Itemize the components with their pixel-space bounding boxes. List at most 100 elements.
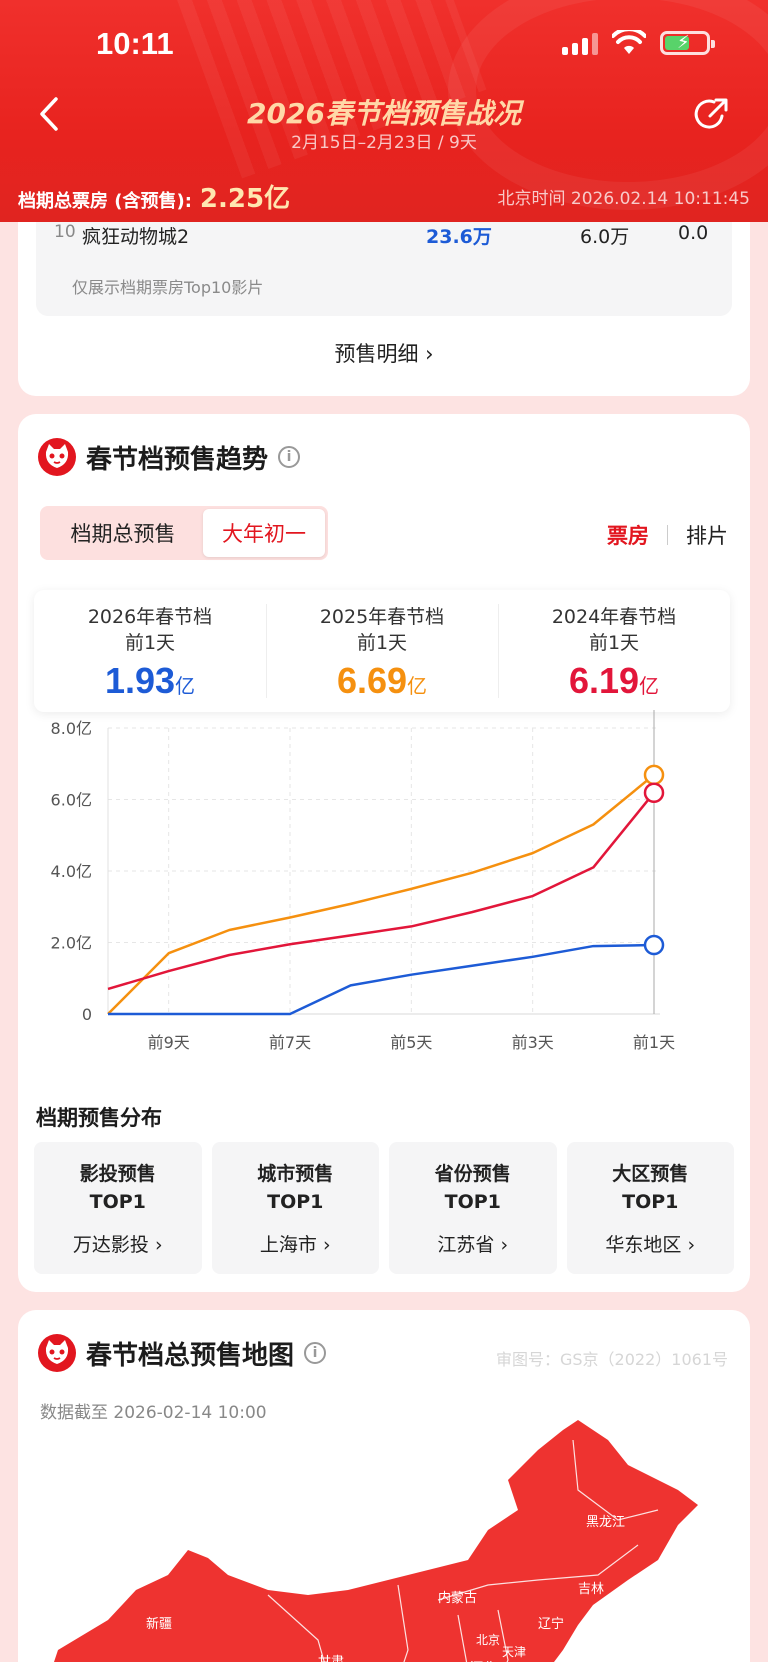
series-line-1 bbox=[107, 791, 655, 991]
map-region-fill bbox=[54, 1420, 698, 1662]
distribution-item-value: 江苏省 › bbox=[437, 1234, 509, 1256]
map-card: 春节档总预售地图 i 审图号：GS京（2022）1061号 数据截至 2026-… bbox=[18, 1310, 750, 1662]
page-subtitle: 2月15日–2月23日 / 9天 bbox=[291, 133, 477, 153]
trend-header: 春节档预售趋势 i bbox=[38, 438, 301, 476]
metric-schedule[interactable]: 排片 bbox=[686, 524, 728, 548]
comparison-number: 6.69 bbox=[336, 660, 408, 701]
series-point-2 bbox=[643, 934, 665, 956]
y-tick-label: 6.0亿 bbox=[51, 791, 92, 810]
comparison-unit: 亿 bbox=[175, 676, 196, 698]
totals-bar: 档期总票房 (含预售): 2.25亿 北京时间 2026.02.14 10:11… bbox=[0, 170, 768, 222]
distribution-item-title: 省份预售 bbox=[434, 1163, 511, 1185]
distribution-item-value: 万达影投 › bbox=[72, 1234, 163, 1256]
shows-value: 6.0万 bbox=[580, 226, 630, 248]
ratio-value: 0.0 bbox=[678, 222, 709, 244]
trend-card: 春节档预售趋势 i 档期总预售 大年初一 票房 排片 2026年春节档 前1天 … bbox=[18, 414, 750, 1292]
back-arrow-icon[interactable] bbox=[36, 96, 64, 132]
tab-new-year-day[interactable]: 大年初一 bbox=[203, 509, 325, 557]
movie-name: 疯狂动物城2 bbox=[82, 226, 190, 248]
distribution-item-city[interactable]: 城市预售 TOP1 上海市 › bbox=[211, 1142, 379, 1274]
map-header: 春节档总预售地图 i bbox=[38, 1334, 327, 1372]
map-label: 天津 bbox=[502, 1645, 526, 1659]
comparison-number: 1.93 bbox=[104, 660, 176, 701]
comparison-label: 2025年春节档 bbox=[319, 606, 445, 628]
map-approval-number: 审图号：GS京（2022）1061号 bbox=[496, 1350, 728, 1369]
total-value: 2.25亿 bbox=[199, 183, 291, 214]
comparison-unit: 亿 bbox=[639, 676, 660, 698]
distribution-item-value: 华东地区 › bbox=[605, 1234, 696, 1256]
map-label: 北京 bbox=[476, 1633, 500, 1647]
distribution-item-sub: TOP1 bbox=[622, 1191, 679, 1213]
map-label: 甘肃 bbox=[318, 1655, 344, 1662]
ranking-note: 仅展示档期票房Top10影片 bbox=[72, 278, 264, 297]
comparison-sub: 前1天 bbox=[124, 632, 176, 654]
distribution-item-sub: TOP1 bbox=[89, 1191, 146, 1213]
status-icons: ⚡ bbox=[562, 30, 715, 56]
x-tick-label: 前1天 bbox=[633, 1033, 675, 1050]
app-header: 10:11 ⚡ 2026春节档预售战况 2月15日–2月23日 / 9天 档期总… bbox=[0, 0, 768, 222]
segment-control: 档期总预售 大年初一 bbox=[40, 506, 328, 560]
distribution-item-value: 上海市 › bbox=[259, 1234, 331, 1256]
map-borders bbox=[267, 1439, 659, 1662]
info-icon[interactable]: i bbox=[278, 446, 301, 468]
total-label: 档期总票房 (含预售): bbox=[18, 190, 192, 212]
y-tick-label: 0 bbox=[82, 1005, 92, 1024]
comparison-2026: 2026年春节档 前1天 1.93亿 bbox=[34, 590, 266, 712]
metric-box-office[interactable]: 票房 bbox=[607, 524, 649, 548]
distribution-item-sub: TOP1 bbox=[444, 1191, 501, 1213]
distribution-item-title: 大区预售 bbox=[612, 1163, 689, 1185]
distribution-item-title: 影投预售 bbox=[79, 1163, 156, 1185]
map-label: 黑龙江 bbox=[586, 1515, 625, 1530]
comparison-value: 6.19亿 bbox=[498, 660, 730, 702]
series-line-2 bbox=[108, 943, 655, 1016]
china-map[interactable]: 黑龙江 吉林 辽宁 内蒙古 新疆 北京 天津 河北 山西 甘肃 bbox=[18, 1410, 750, 1662]
distribution-item-region[interactable]: 大区预售 TOP1 华东地区 › bbox=[566, 1142, 734, 1274]
wifi-icon bbox=[612, 30, 646, 54]
rank-number: 10 bbox=[54, 222, 76, 242]
status-time: 10:11 bbox=[96, 26, 174, 61]
presale-value: 23.6万 bbox=[426, 226, 492, 248]
cat-logo-icon bbox=[38, 438, 76, 476]
comparison-value: 1.93亿 bbox=[34, 660, 266, 702]
distribution-grid: 影投预售 TOP1 万达影投 › 城市预售 TOP1 上海市 › 省份预售 TO… bbox=[34, 1142, 734, 1274]
page-title: 2026春节档预售战况 bbox=[247, 97, 521, 130]
x-tick-label: 前7天 bbox=[269, 1033, 311, 1050]
trend-title: 春节档预售趋势 bbox=[86, 444, 269, 475]
data-cutoff: 数据截至 2026-02-14 10:00 bbox=[40, 1403, 267, 1423]
signal-icon bbox=[562, 31, 598, 55]
map-label: 吉林 bbox=[578, 1582, 604, 1597]
tab-total-presale[interactable]: 档期总预售 bbox=[70, 522, 176, 546]
share-icon[interactable] bbox=[692, 94, 732, 134]
comparison-2024: 2024年春节档 前1天 6.19亿 bbox=[498, 590, 730, 712]
x-tick-label: 前3天 bbox=[512, 1033, 554, 1050]
distribution-title: 档期预售分布 bbox=[36, 1106, 162, 1130]
map-label: 辽宁 bbox=[538, 1616, 564, 1632]
trend-chart[interactable]: 0 2.0亿 4.0亿 6.0亿 8.0亿 前9天 前7天 前5天 前3天 前1天 bbox=[18, 710, 750, 1052]
series-point-1 bbox=[643, 782, 665, 803]
comparison-number: 6.19 bbox=[568, 660, 640, 701]
beijing-time: 北京时间 2026.02.14 10:11:45 bbox=[497, 188, 751, 209]
distribution-item-investor[interactable]: 影投预售 TOP1 万达影投 › bbox=[34, 1142, 202, 1274]
map-label: 内蒙古 bbox=[438, 1590, 477, 1606]
comparison-sub: 前1天 bbox=[356, 632, 408, 654]
table-row[interactable]: 10 疯狂动物城2 23.6万 6.0万 0.0 bbox=[36, 222, 732, 252]
comparison-panel: 2026年春节档 前1天 1.93亿 2025年春节档 前1天 6.69亿 20… bbox=[34, 590, 730, 712]
battery-icon: ⚡ bbox=[660, 31, 715, 55]
comparison-sub: 前1天 bbox=[588, 632, 640, 654]
distribution-item-province[interactable]: 省份预售 TOP1 江苏省 › bbox=[389, 1142, 557, 1274]
total-box-office: 档期总票房 (含预售): 2.25亿 bbox=[18, 178, 290, 215]
comparison-value: 6.69亿 bbox=[266, 660, 498, 702]
metric-divider bbox=[667, 525, 668, 545]
presale-detail-link[interactable]: 预售明细 › bbox=[334, 342, 434, 366]
map-label: 新疆 bbox=[146, 1616, 172, 1632]
info-icon[interactable]: i bbox=[304, 1342, 327, 1364]
comparison-label: 2024年春节档 bbox=[551, 606, 677, 628]
series-line-0 bbox=[107, 773, 655, 1015]
series-point-0 bbox=[643, 764, 665, 786]
y-tick-label: 8.0亿 bbox=[51, 719, 92, 738]
x-tick-label: 前9天 bbox=[148, 1033, 190, 1050]
distribution-item-title: 城市预售 bbox=[257, 1163, 334, 1185]
y-tick-label: 4.0亿 bbox=[51, 862, 92, 881]
map-title: 春节档总预售地图 bbox=[86, 1340, 295, 1371]
